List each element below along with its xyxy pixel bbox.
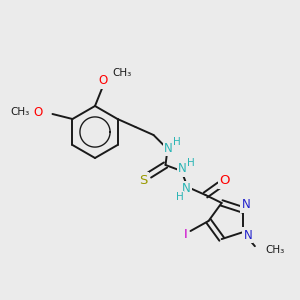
Text: N: N — [244, 229, 252, 242]
Text: S: S — [139, 173, 148, 187]
Text: O: O — [34, 106, 43, 118]
Text: O: O — [219, 175, 230, 188]
Text: N: N — [242, 198, 250, 211]
Text: O: O — [98, 74, 108, 88]
Text: H: H — [172, 137, 180, 147]
Text: N: N — [178, 163, 187, 176]
Text: H: H — [187, 158, 194, 168]
Text: N: N — [164, 142, 173, 154]
Text: H: H — [176, 192, 183, 202]
Text: N: N — [182, 182, 191, 196]
Text: I: I — [184, 229, 188, 242]
Text: CH₃: CH₃ — [112, 68, 131, 78]
Text: CH₃: CH₃ — [11, 107, 30, 117]
Text: CH₃: CH₃ — [265, 245, 284, 255]
